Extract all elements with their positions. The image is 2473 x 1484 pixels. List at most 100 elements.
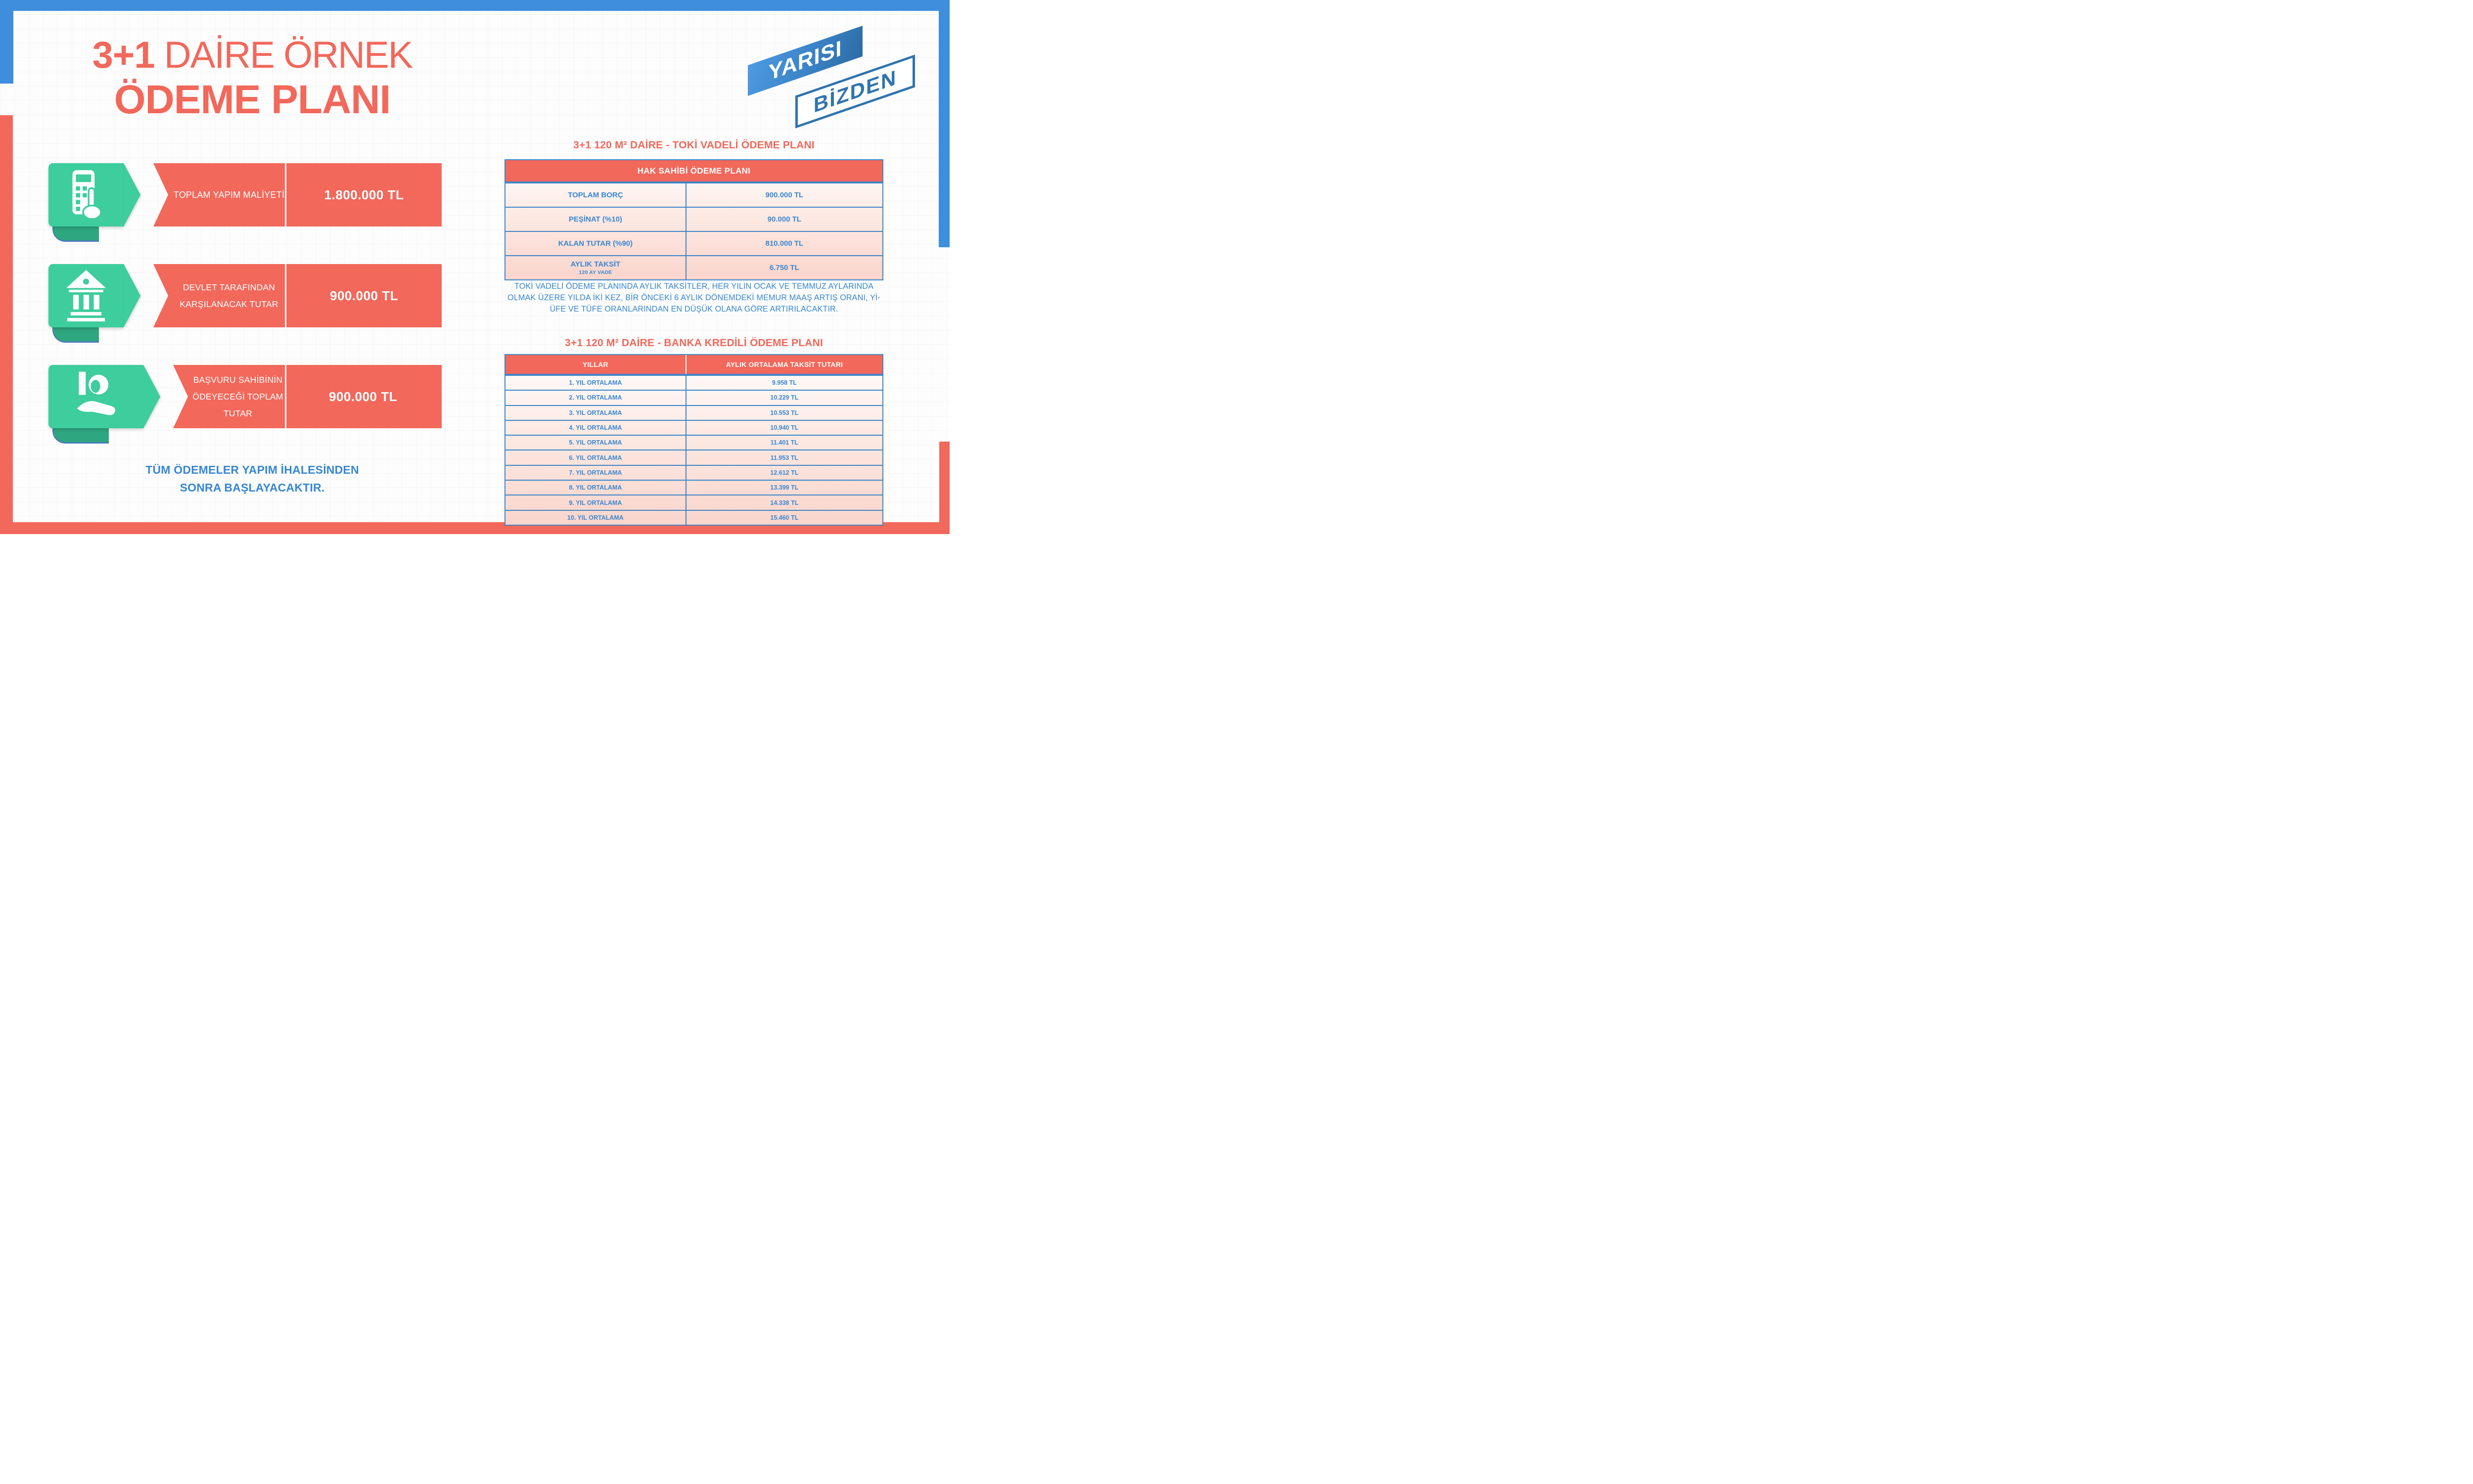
cell-text: KALAN TUTAR (%90): [558, 239, 633, 248]
page-title-line2: ÖDEME PLANI: [114, 77, 391, 123]
banner-total-cost: TOPLAM YAPIM MALİYETİ 1.800.000 TL: [0, 163, 475, 242]
table-row: 5. YIL ORTALAMA 11.401 TL: [505, 435, 882, 450]
banner-divider: [285, 365, 286, 428]
table-row: TOPLAM BORÇ 900.000 TL: [505, 182, 882, 207]
row-value: 10.229 TL: [770, 394, 799, 402]
table-row: PEŞİNAT (%10) 90.000 TL: [505, 207, 882, 231]
cell-text: 810.000 TL: [765, 239, 804, 248]
table-row: 1. YIL ORTALAMA 9.958 TL: [505, 375, 882, 390]
banner-label: TOPLAM YAPIM MALİYETİ: [173, 190, 285, 200]
table-row: 8. YIL ORTALAMA 13.399 TL: [505, 480, 882, 495]
toki-table-header: HAK SAHİBİ ÖDEME PLANI: [505, 160, 882, 182]
banka-table-header: YILLAR AYLIK ORTALAMA TAKSİT TUTARI: [505, 355, 882, 375]
column-header-years: YILLAR: [505, 355, 687, 374]
banner-label: DEVLET TARAFINDAN KARŞILANACAK TUTAR: [180, 282, 278, 309]
footnote-line1: TÜM ÖDEMELER YAPIM İHALESİNDEN: [145, 463, 359, 476]
ribbon-green: [48, 163, 124, 226]
footnote-line2: SONRA BAŞLAYACAKTIR.: [180, 481, 325, 494]
toki-table: HAK SAHİBİ ÖDEME PLANI TOPLAM BORÇ 900.0…: [504, 159, 883, 280]
row-label: 10. YIL ORTALAMA: [505, 510, 687, 525]
cell-text: TOPLAM BORÇ: [568, 191, 623, 199]
banka-table-title: 3+1 120 M² DAİRE - BANKA KREDİLİ ÖDEME P…: [564, 337, 823, 349]
hand-coin-icon: [77, 371, 115, 415]
row-value: 900.000 TL: [687, 183, 882, 207]
table-row: 10. YIL ORTALAMA 15.460 TL: [505, 509, 882, 525]
row-label: 4. YIL ORTALAMA: [505, 420, 687, 435]
row-value: 90.000 TL: [687, 208, 882, 231]
frame-right-blue-bar: [939, 0, 950, 247]
row-label: 5. YIL ORTALAMA: [505, 436, 687, 450]
page-title-line1: 3+1 DAİRE ÖRNEK: [49, 36, 455, 75]
frame-right-coral-bar: [939, 442, 950, 534]
banner-value: 900.000 TL: [329, 389, 397, 404]
table-row: 7. YIL ORTALAMA 12.612 TL: [505, 464, 882, 480]
row-value: 10.940 TL: [770, 424, 799, 432]
infographic-canvas: 3+1 DAİRE ÖRNEK ÖDEME PLANI YARISI BİZDE…: [0, 0, 950, 534]
row-label: 2. YIL ORTALAMA: [505, 391, 687, 405]
ribbon-chevron: [124, 264, 140, 327]
row-label: PEŞİNAT (%10): [505, 208, 687, 231]
ribbon-chevron: [124, 163, 140, 226]
row-label: AYLIK TAKSİT 120 AY VADE: [505, 256, 687, 279]
page-title-rest: DAİRE ÖRNEK: [154, 34, 413, 76]
banner-plate: DEVLET TARAFINDAN KARŞILANACAK TUTAR 900…: [153, 264, 442, 327]
banner-divider: [285, 264, 286, 327]
row-label: KALAN TUTAR (%90): [505, 232, 687, 255]
row-value: 12.612 TL: [770, 469, 799, 476]
column-header-installment: AYLIK ORTALAMA TAKSİT TUTARI: [726, 360, 843, 368]
page-title-bold: 3+1: [92, 34, 155, 76]
table-row: KALAN TUTAR (%90) 810.000 TL: [505, 231, 882, 255]
row-label: 7. YIL ORTALAMA: [505, 465, 687, 480]
toki-table-title: 3+1 120 M² DAİRE - TOKİ VADELİ ÖDEME PLA…: [573, 139, 815, 151]
row-value: 9.958 TL: [772, 379, 797, 387]
toki-note: TOKİ VADELİ ÖDEME PLANINDA AYLIK TAKSİTL…: [507, 282, 880, 314]
row-value: 11.953 TL: [770, 454, 799, 461]
row-label: 9. YIL ORTALAMA: [505, 495, 687, 510]
table-row: 6. YIL ORTALAMA 11.953 TL: [505, 450, 882, 465]
ribbon-green: [48, 365, 143, 428]
banner-plate: TOPLAM YAPIM MALİYETİ 1.800.000 TL: [153, 163, 442, 226]
banner-value: 900.000 TL: [330, 288, 398, 303]
logo-yarisi-text: YARISI: [768, 36, 842, 86]
banner-label: BAŞVURU SAHİBİNİN ÖDEYECEĞİ TOPLAM TUTAR: [192, 374, 283, 419]
cell-text: PEŞİNAT (%10): [568, 215, 622, 224]
banner-divider: [285, 163, 286, 226]
row-value: 11.401 TL: [770, 439, 799, 447]
row-value: 6.750 TL: [687, 256, 882, 279]
table-row: 3. YIL ORTALAMA 10.553 TL: [505, 405, 882, 420]
banner-state-amount: DEVLET TARAFINDAN KARŞILANACAK TUTAR 900…: [0, 264, 475, 343]
frame-left-blue-bar: [0, 0, 13, 84]
table-row: 9. YIL ORTALAMA 14.338 TL: [505, 495, 882, 510]
row-label: 8. YIL ORTALAMA: [505, 481, 687, 495]
cell-subtext: 120 AY VADE: [579, 270, 612, 275]
banka-table: YILLAR AYLIK ORTALAMA TAKSİT TUTARI 1. Y…: [504, 354, 883, 526]
bank-icon: [66, 270, 106, 321]
cell-text: 6.750 TL: [769, 264, 799, 272]
logo-bizden-text: BİZDEN: [813, 65, 897, 117]
table-row: 4. YIL ORTALAMA 10.940 TL: [505, 419, 882, 435]
page-title: 3+1 DAİRE ÖRNEK ÖDEME PLANI: [49, 36, 455, 121]
table-row: 2. YIL ORTALAMA 10.229 TL: [505, 390, 882, 405]
cell-text: 90.000 TL: [767, 215, 802, 224]
row-label: 6. YIL ORTALAMA: [505, 450, 687, 465]
row-value: 15.460 TL: [770, 514, 799, 521]
frame-top-bar: [0, 0, 950, 11]
ribbon-green: [48, 264, 124, 327]
cell-text: AYLIK TAKSİT: [570, 260, 621, 269]
row-value: 10.553 TL: [770, 409, 799, 416]
row-value: 13.399 TL: [770, 484, 799, 492]
row-label: 3. YIL ORTALAMA: [505, 405, 687, 420]
table-row: AYLIK TAKSİT 120 AY VADE 6.750 TL: [505, 255, 882, 279]
frame-left-coral-bar: [0, 115, 13, 534]
calculator-icon: [72, 170, 102, 220]
banner-value: 1.800.000 TL: [324, 187, 404, 202]
cell-text: 900.000 TL: [765, 191, 804, 199]
row-label: TOPLAM BORÇ: [505, 183, 687, 207]
banner-applicant-amount: BAŞVURU SAHİBİNİN ÖDEYECEĞİ TOPLAM TUTAR…: [0, 365, 475, 444]
row-value: 14.338 TL: [770, 499, 799, 506]
row-label: 1. YIL ORTALAMA: [505, 376, 687, 390]
payments-footnote: TÜM ÖDEMELER YAPIM İHALESİNDEN SONRA BAŞ…: [54, 461, 450, 496]
banner-plate: BAŞVURU SAHİBİNİN ÖDEYECEĞİ TOPLAM TUTAR…: [173, 365, 442, 428]
row-value: 810.000 TL: [687, 232, 882, 255]
ribbon-chevron: [143, 365, 160, 428]
